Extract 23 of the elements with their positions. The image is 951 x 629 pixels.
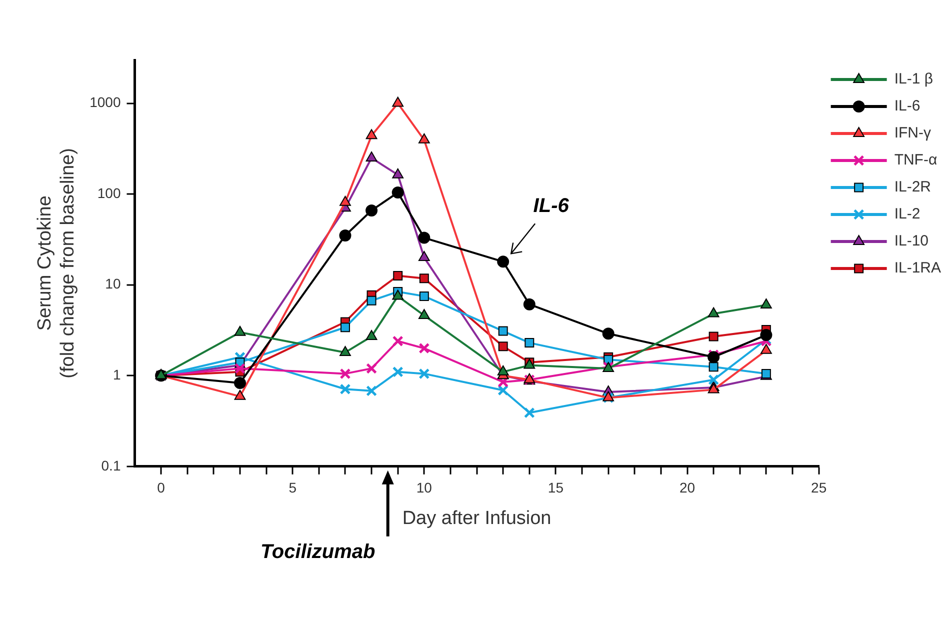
legend-label: IL-10 xyxy=(894,232,929,250)
legend-label: IL-1 β xyxy=(894,70,934,88)
annotation: IL-6 xyxy=(533,195,570,218)
y-tick-label: 1000 xyxy=(90,94,121,110)
legend-label: IL-1RA xyxy=(894,260,942,277)
x-tick-label: 25 xyxy=(811,480,827,496)
x-tick-label: 20 xyxy=(679,480,696,496)
legend-label: IL-6 xyxy=(894,98,920,115)
x-axis-title: Day after Infusion xyxy=(402,508,552,529)
x-tick-label: 0 xyxy=(157,480,166,496)
y-tick-label: 10 xyxy=(105,276,121,292)
legend-label: IL-2R xyxy=(894,178,932,196)
y-axis-title: Serum Cytokine (fold change from baseline) xyxy=(34,148,78,378)
x-tick-label: 5 xyxy=(288,480,297,496)
y-tick-label: 0.1 xyxy=(101,457,121,474)
y-tick-label: 100 xyxy=(97,184,121,201)
x-tick-label: 15 xyxy=(548,480,564,496)
y-tick-label: 1 xyxy=(112,366,121,382)
text: Tocilizumab xyxy=(260,540,376,563)
legend-label: IFN-γ xyxy=(894,124,932,142)
legend-label: IL-2 xyxy=(894,206,920,223)
legend-label: TNF-α xyxy=(894,152,938,169)
x-tick-label: 10 xyxy=(416,480,432,496)
